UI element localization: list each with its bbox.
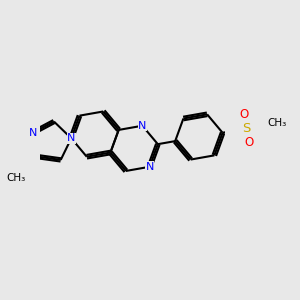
Text: N: N [138, 121, 147, 131]
Text: N: N [67, 133, 76, 143]
Text: O: O [244, 136, 253, 149]
Text: N: N [146, 162, 154, 172]
Text: CH₃: CH₃ [267, 118, 286, 128]
Text: N: N [28, 128, 37, 138]
Text: O: O [239, 108, 248, 122]
Text: CH₃: CH₃ [7, 173, 26, 183]
Text: S: S [242, 122, 250, 135]
